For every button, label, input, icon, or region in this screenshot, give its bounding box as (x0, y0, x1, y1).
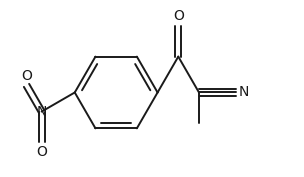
Text: N: N (239, 85, 249, 99)
Text: O: O (21, 69, 32, 83)
Text: O: O (36, 145, 47, 159)
Text: O: O (173, 9, 184, 23)
Text: N: N (36, 105, 47, 119)
